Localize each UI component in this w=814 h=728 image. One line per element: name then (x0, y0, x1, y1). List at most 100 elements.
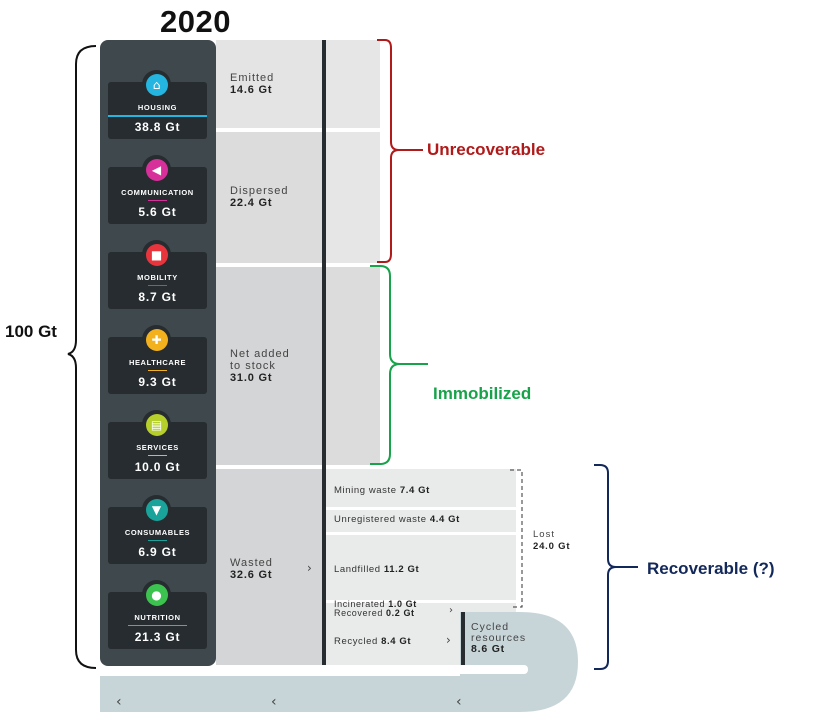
flow-dispersed: Dispersed 22.4 Gt (230, 185, 289, 209)
waste-value: 7.4 Gt (399, 485, 430, 496)
flow-label-2: to stock (230, 360, 276, 372)
waste-label: Mining waste (334, 485, 397, 496)
wasted-chevron-icon[interactable]: › (307, 561, 312, 575)
flow-wasted: Wasted 32.6 Gt (230, 557, 273, 581)
lost-bracket (510, 469, 523, 608)
sector-underline (148, 540, 167, 541)
waste-label: Landfilled (334, 564, 381, 575)
divider-emitted (216, 128, 382, 132)
divider-stock (216, 465, 516, 469)
sector-card-communication[interactable]: ◀ COMMUNICATION 5.6 Gt (108, 155, 207, 224)
back-chevron-icon[interactable]: ‹ (116, 694, 122, 710)
flow-stock: Net added to stock 31.0 Gt (230, 348, 290, 384)
waste-unregistered: Unregistered waste 4.4 Gt (334, 514, 460, 525)
house-icon: ⌂ (142, 70, 171, 99)
waste-value: 11.2 Gt (383, 564, 420, 575)
flow-value: 31.0 Gt (230, 372, 273, 384)
sector-value: 10.0 Gt (134, 460, 181, 474)
emitted-band (216, 40, 324, 128)
cycled-resources: Cycled resources 8.6 Gt (471, 622, 526, 655)
sector-underline (148, 200, 167, 201)
waste-value: 4.4 Gt (429, 514, 460, 525)
flow-value: 14.6 Gt (230, 84, 273, 96)
sector-value: 5.6 Gt (138, 205, 177, 219)
flow-label: Wasted (230, 557, 273, 569)
sector-card-consumables[interactable]: ▼ CONSUMABLES 6.9 Gt (108, 495, 207, 564)
immobilized-brace (370, 265, 428, 465)
sector-underline (148, 285, 167, 286)
flow-emitted: Emitted 14.6 Gt (230, 72, 274, 96)
waste-divider-1 (326, 507, 516, 510)
sector-value: 9.3 Gt (138, 375, 177, 389)
cycled-loop (100, 612, 578, 712)
apple-icon: ● (142, 580, 171, 609)
flow-value: 32.6 Gt (230, 569, 273, 581)
lost-text: Lost (533, 529, 555, 540)
unrecoverable-brace (377, 39, 423, 263)
total-label: 100 Gt (5, 322, 57, 341)
flow-divider-bar (322, 40, 326, 665)
back-chevron-icon[interactable]: ‹ (456, 694, 462, 710)
waste-mining: Mining waste 7.4 Gt (334, 485, 430, 496)
sector-value: 8.7 Gt (138, 290, 177, 304)
sector-name: HEALTHCARE (128, 358, 187, 367)
year-title: 2020 (160, 4, 231, 39)
cycled-loop-base (100, 676, 216, 712)
medical-cross-icon: ✚ (142, 325, 171, 354)
waste-label: Recovered (334, 608, 383, 618)
flow-label: Net added (230, 348, 290, 360)
recycled-chevron-icon[interactable]: › (446, 633, 451, 647)
cycled-value: 8.6 Gt (471, 643, 505, 655)
sector-name: SERVICES (136, 443, 179, 452)
waste-recycled: Recycled 8.4 Gt (334, 636, 411, 647)
cycled-divider-bar (461, 612, 465, 665)
back-chevron-icon[interactable]: ‹ (271, 694, 277, 710)
sector-value: 38.8 Gt (134, 120, 181, 134)
recovered-chevron-icon[interactable]: › (449, 605, 453, 616)
total-brace (67, 45, 97, 669)
sector-card-healthcare[interactable]: ✚ HEALTHCARE 9.3 Gt (108, 325, 207, 394)
waste-label: Recycled (334, 636, 378, 647)
dispersed-band (216, 132, 324, 264)
waste-divider-2 (326, 532, 516, 535)
waste-divider-3 (326, 600, 516, 603)
immobilized-label: Immobilized (433, 384, 532, 403)
cycled-label-2: resources (471, 632, 527, 644)
sector-underline (128, 625, 187, 626)
sector-name: COMMUNICATION (121, 188, 194, 197)
cycled-label: Cycled (471, 621, 510, 633)
unrecoverable-band (326, 40, 380, 264)
waste-label: Unregistered waste (334, 514, 427, 525)
lost-value: 24.0 Gt (533, 541, 571, 552)
sector-name: NUTRITION (134, 613, 181, 622)
sector-card-mobility[interactable]: ■ MOBILITY 8.7 Gt (108, 240, 207, 309)
sector-card-housing[interactable]: ⌂ HOUSING 38.8 Gt (108, 70, 207, 139)
immobilized-band (326, 264, 380, 467)
truck-icon: ■ (142, 240, 171, 269)
tshirt-icon: ▼ (142, 495, 171, 524)
waste-recovered: Recovered 0.2 Gt (334, 608, 415, 618)
sector-name: MOBILITY (137, 273, 178, 282)
unrecoverable-label: Unrecoverable (427, 140, 546, 159)
divider-dispersed (216, 263, 382, 267)
housing-accent-line (108, 115, 207, 117)
lost-label: Lost 24.0 Gt (533, 529, 570, 553)
flow-label: Dispersed (230, 185, 289, 197)
waste-value: 1.0 Gt (388, 599, 417, 609)
chat-bubble-icon: ▤ (142, 410, 171, 439)
recoverable-brace (594, 464, 638, 670)
waste-landfilled: Landfilled 11.2 Gt (334, 564, 419, 575)
sector-value: 6.9 Gt (138, 545, 177, 559)
sector-underline (148, 370, 167, 371)
flow-label: Emitted (230, 72, 275, 84)
sector-card-services[interactable]: ▤ SERVICES 10.0 Gt (108, 410, 207, 479)
waste-value: 8.4 Gt (381, 636, 412, 647)
sector-underline (148, 455, 167, 456)
sector-name: HOUSING (137, 103, 178, 112)
sector-value: 21.3 Gt (134, 630, 181, 644)
sector-card-nutrition[interactable]: ● NUTRITION 21.3 Gt (108, 580, 207, 649)
waste-value: 0.2 Gt (386, 608, 415, 618)
loop-gap (216, 665, 528, 674)
sector-name: CONSUMABLES (124, 528, 191, 537)
waste-label: Incinerated (334, 599, 386, 609)
